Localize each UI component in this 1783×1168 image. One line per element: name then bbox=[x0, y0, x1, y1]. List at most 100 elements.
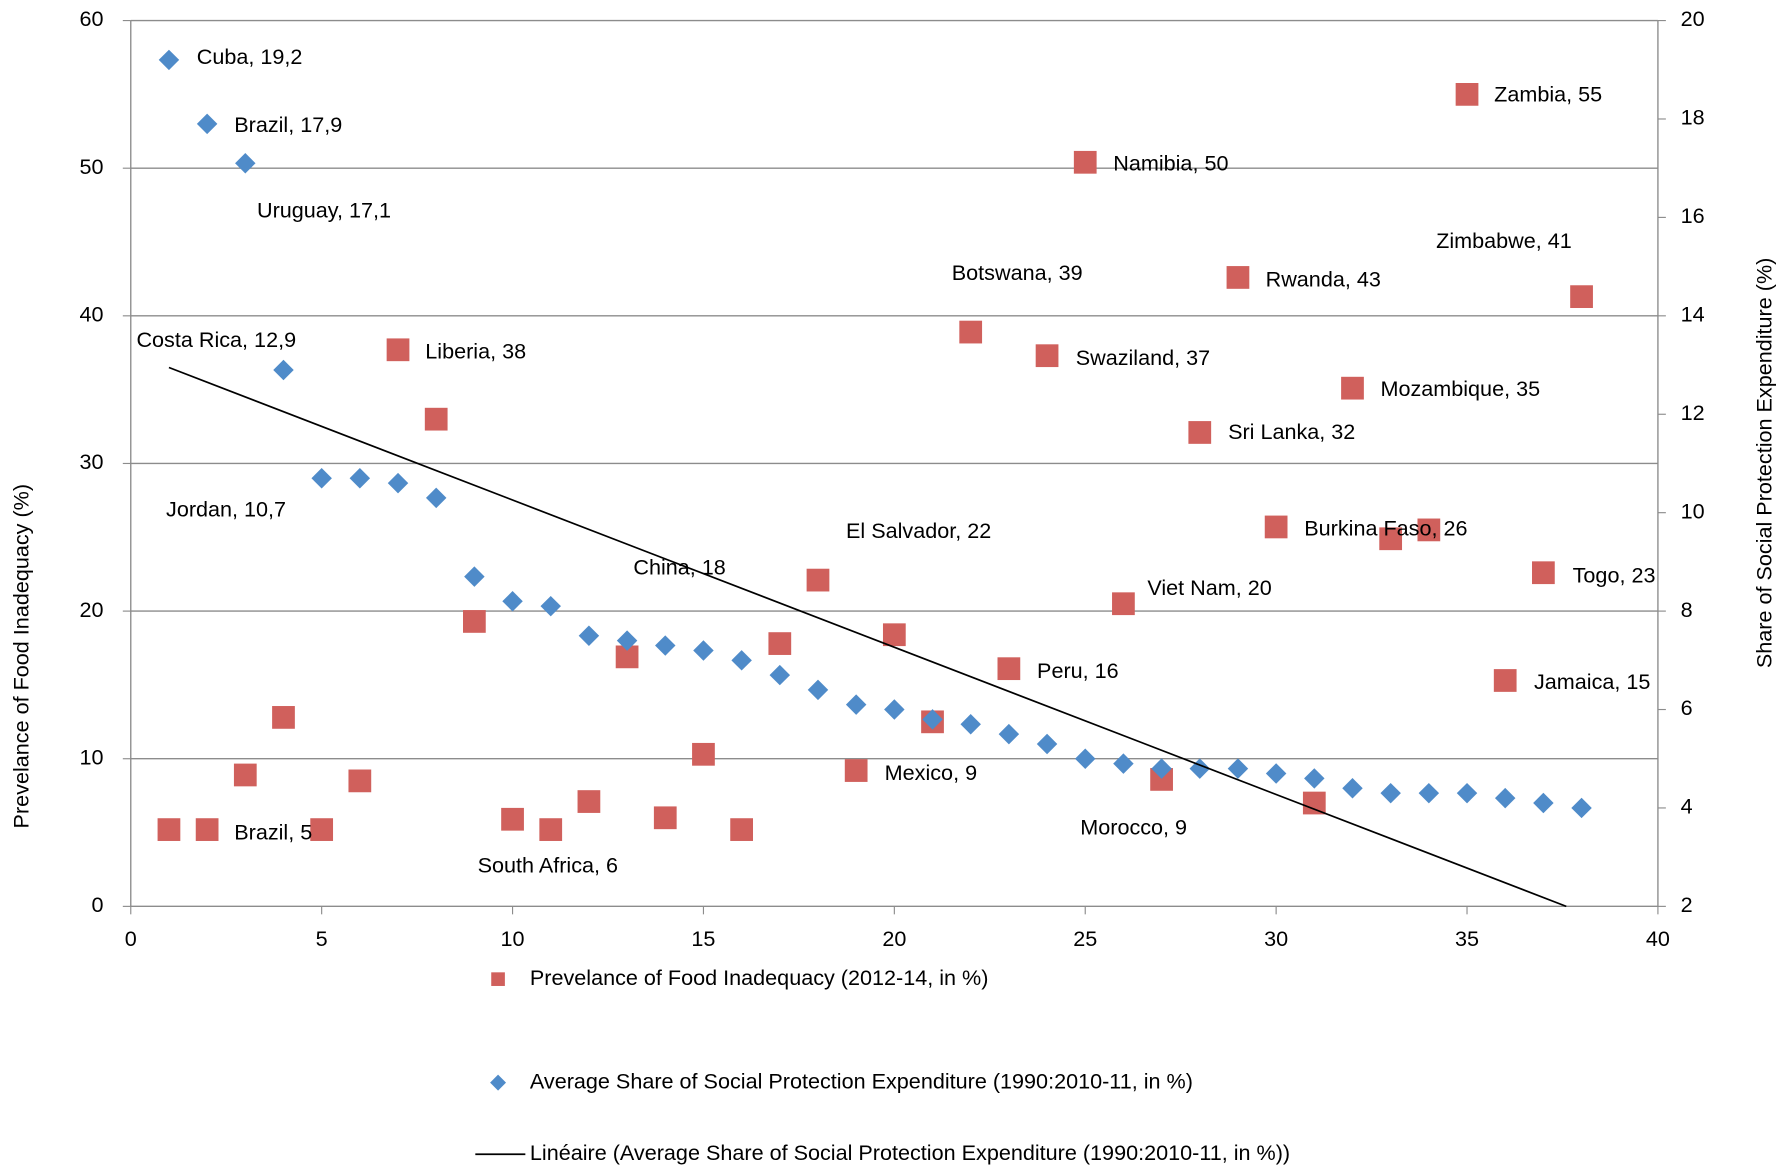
annotation: Swaziland, 37 bbox=[1076, 345, 1210, 370]
x-tick-label: 5 bbox=[316, 926, 328, 951]
diamond-point bbox=[1571, 797, 1592, 819]
square-point bbox=[1379, 527, 1403, 551]
square-point bbox=[1570, 285, 1593, 309]
square-point bbox=[272, 706, 295, 729]
legend-label: Linéaire (Average Share of Social Protec… bbox=[530, 1140, 1290, 1165]
square-point bbox=[844, 759, 868, 782]
annotation: Jordan, 10,7 bbox=[166, 496, 286, 521]
square-point bbox=[195, 818, 219, 841]
annotation: Brazil, 17,9 bbox=[234, 112, 342, 137]
diamond-point bbox=[693, 640, 714, 661]
x-tick-label: 25 bbox=[1073, 926, 1097, 951]
annotation: Cuba, 19,2 bbox=[197, 44, 303, 69]
legend-marker bbox=[491, 972, 505, 986]
diamond-point bbox=[540, 595, 561, 617]
square-point bbox=[577, 790, 601, 813]
diamond-point bbox=[1113, 753, 1134, 774]
square-point bbox=[615, 645, 639, 669]
square-point bbox=[1188, 421, 1212, 444]
y-tick-label: 40 bbox=[79, 302, 103, 327]
square-point bbox=[1455, 83, 1479, 106]
annotation: Jamaica, 15 bbox=[1534, 669, 1650, 694]
square-point bbox=[157, 818, 181, 841]
diamond-point bbox=[502, 591, 523, 612]
annotation: Sri Lanka, 32 bbox=[1228, 419, 1355, 444]
y2-tick-label: 10 bbox=[1681, 498, 1705, 523]
trend-line bbox=[168, 366, 1567, 908]
square-point bbox=[1493, 669, 1517, 692]
annotation: Botswana, 39 bbox=[952, 260, 1083, 285]
annotation: Mozambique, 35 bbox=[1380, 376, 1540, 401]
x-tick-label: 35 bbox=[1455, 926, 1479, 951]
diamond-point bbox=[807, 679, 829, 701]
annotation: El Salvador, 22 bbox=[846, 518, 991, 543]
square-point bbox=[1073, 150, 1097, 174]
diamond-point bbox=[464, 566, 485, 587]
legend-label: Prevelance of Food Inadequacy (2012-14, … bbox=[530, 965, 989, 990]
y-tick-label: 30 bbox=[79, 449, 103, 474]
diamond-point bbox=[425, 487, 447, 509]
diamond-point bbox=[655, 635, 676, 656]
diamond-point bbox=[158, 49, 180, 71]
y2-tick-label: 8 bbox=[1681, 597, 1693, 622]
diamond-point bbox=[1304, 768, 1325, 789]
square-point bbox=[348, 769, 372, 793]
y-tick-label: 10 bbox=[79, 744, 103, 769]
square-point bbox=[1417, 518, 1441, 542]
annotation: Mexico, 9 bbox=[885, 760, 977, 785]
annotation: Namibia, 50 bbox=[1113, 151, 1228, 176]
diamond-point bbox=[960, 714, 981, 735]
diamond-point bbox=[311, 467, 332, 489]
diamond-point bbox=[1036, 733, 1058, 755]
square-point bbox=[501, 807, 524, 831]
diamond-point bbox=[1151, 758, 1172, 779]
annotation: Costa Rica, 12,9 bbox=[136, 327, 296, 352]
x-tick-label: 15 bbox=[691, 926, 715, 951]
diamond-point bbox=[922, 709, 943, 730]
y2-tick-label: 16 bbox=[1681, 203, 1705, 228]
diamond-point bbox=[1380, 782, 1401, 804]
square-point bbox=[310, 818, 334, 841]
diamond-point bbox=[1418, 782, 1440, 804]
diamond-point bbox=[845, 694, 867, 715]
y2-axis-title: Share of Social Protection Expenditure (… bbox=[1752, 258, 1777, 668]
square-point bbox=[539, 818, 563, 841]
diamond-point bbox=[1533, 792, 1554, 814]
annotation: Liberia, 38 bbox=[425, 338, 526, 363]
diamond-point bbox=[731, 650, 752, 671]
square-point bbox=[1226, 266, 1250, 289]
legend-marker bbox=[490, 1074, 507, 1091]
diamond-point bbox=[1075, 748, 1096, 769]
annotation: Burkina Faso, 26 bbox=[1304, 516, 1467, 541]
square-point bbox=[730, 818, 753, 841]
y-tick-label: 50 bbox=[79, 154, 103, 179]
square-point bbox=[653, 806, 677, 830]
square-point bbox=[1264, 515, 1288, 539]
square-point bbox=[1341, 376, 1364, 400]
square-point bbox=[386, 338, 410, 362]
diamond-point bbox=[769, 664, 791, 686]
x-tick-label: 40 bbox=[1646, 926, 1670, 951]
diamond-point bbox=[273, 359, 294, 381]
y2-tick-label: 2 bbox=[1681, 892, 1693, 917]
annotation: Viet Nam, 20 bbox=[1147, 575, 1271, 600]
y2-tick-label: 4 bbox=[1681, 794, 1693, 819]
annotation: Brazil, 5 bbox=[234, 819, 312, 844]
square-point bbox=[882, 623, 906, 647]
x-tick-label: 30 bbox=[1264, 926, 1288, 951]
annotation: Uruguay, 17,1 bbox=[257, 197, 391, 222]
square-point bbox=[1532, 561, 1555, 585]
square-point bbox=[1150, 768, 1173, 791]
diamond-point bbox=[578, 625, 600, 646]
diamond-point bbox=[235, 153, 256, 174]
annotation: Peru, 16 bbox=[1037, 658, 1119, 683]
annotation: Togo, 23 bbox=[1573, 562, 1656, 587]
legend-label: Average Share of Social Protection Expen… bbox=[530, 1068, 1193, 1093]
square-point bbox=[463, 610, 486, 633]
diamond-point bbox=[349, 467, 371, 489]
diamond-point bbox=[884, 699, 905, 720]
y-axis-title: Prevelance of Food Inadequacy (%) bbox=[8, 484, 33, 828]
square-point bbox=[424, 407, 448, 431]
annotation: Zimbabwe, 41 bbox=[1436, 228, 1572, 253]
